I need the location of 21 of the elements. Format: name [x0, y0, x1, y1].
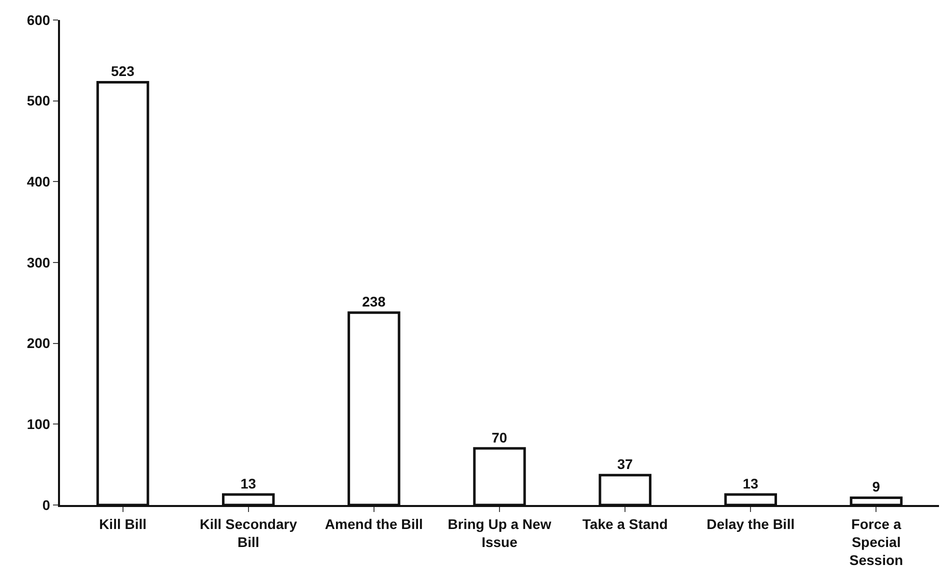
x-tick-label: Delay the Bill [706, 516, 795, 532]
data-label: 13 [240, 475, 256, 492]
data-label: 37 [617, 456, 633, 472]
data-label: 13 [742, 475, 759, 492]
y-tick-label: 600 [26, 12, 50, 28]
data-label: 238 [362, 294, 386, 310]
y-tick-label: 500 [26, 92, 50, 109]
y-tick-label: 0 [42, 496, 50, 513]
x-tick-label: Kill Secondary Bill [200, 516, 298, 550]
data-label: 70 [492, 429, 508, 446]
x-tick-label: Kill Bill [99, 516, 147, 532]
data-label: 523 [111, 63, 135, 80]
data-label: 9 [872, 478, 880, 495]
x-tick-label: Bring Up a New Issue [448, 516, 552, 550]
y-tick-label: 400 [26, 174, 50, 190]
x-tick-label: Take a Stand [582, 516, 668, 532]
y-tick-label: 100 [26, 416, 50, 432]
x-tick-label: Force a Special Session [849, 516, 904, 568]
x-tick-label: Amend the Bill [324, 516, 423, 532]
y-tick-label: 300 [26, 254, 50, 270]
y-tick-label: 200 [26, 335, 50, 352]
